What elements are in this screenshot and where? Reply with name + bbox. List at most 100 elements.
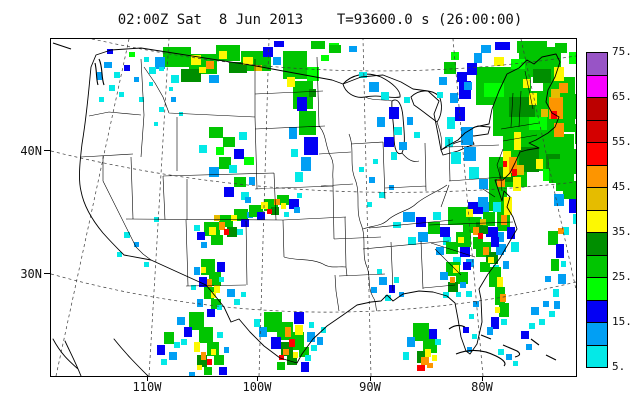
radar-echo-cell [217, 332, 223, 338]
radar-echo-cell [197, 299, 203, 307]
radar-echo-cell [114, 72, 120, 78]
radar-echo-cell [159, 107, 164, 112]
radar-echo-cell [149, 67, 156, 74]
radar-echo-cell [456, 292, 461, 297]
radar-echo-cell [446, 242, 458, 254]
radar-echo-cell [551, 111, 557, 119]
radar-echo-cell [529, 117, 547, 130]
radar-echo-cell [439, 77, 447, 85]
radar-echo-cell [261, 202, 268, 209]
radar-echo-cell [529, 93, 537, 105]
radar-echo-cell [377, 117, 385, 127]
radar-echo-cell [134, 77, 139, 82]
radar-echo-cell [501, 215, 507, 225]
radar-echo-cell [245, 197, 251, 203]
radar-echo-cell [244, 157, 254, 165]
radar-echo-cell [444, 62, 456, 74]
radar-echo-cell [305, 355, 311, 361]
radar-echo-cell [556, 244, 564, 258]
xaxis-tick-100w [257, 376, 258, 381]
radar-echo-cell [561, 261, 566, 267]
radar-echo-cell [451, 52, 459, 60]
radar-echo-cell [523, 79, 530, 88]
radar-echo-cell [157, 345, 165, 355]
radar-echo-cell [369, 82, 379, 92]
radar-echo-cell [498, 349, 504, 355]
radar-echo-cell [399, 142, 407, 150]
radar-echo-cell [549, 311, 555, 317]
radar-echo-cell [389, 107, 399, 119]
radar-echo-cell [299, 111, 316, 135]
radar-echo-cell [177, 317, 185, 325]
radar-echo-cell [237, 229, 243, 235]
radar-echo-cell [321, 327, 326, 333]
conus-radar-map [51, 39, 576, 376]
radar-echo-cell [209, 227, 216, 235]
radar-echo-cell [211, 235, 223, 245]
radar-echo-cell [481, 45, 491, 53]
radar-echo-cell [271, 337, 281, 349]
radar-echo-cell [169, 352, 177, 360]
radar-echo-cell [219, 157, 231, 169]
radar-echo-cell [311, 345, 317, 351]
state-boundaries [80, 56, 540, 312]
radar-echo-cell [277, 195, 289, 205]
radar-echo-cell [214, 215, 220, 221]
radar-echo-cell [379, 192, 385, 198]
radar-echo-cell [407, 337, 415, 347]
radar-echo-cell [223, 137, 235, 147]
puget-sound-vancouver [52, 42, 105, 86]
radar-echo-cell [287, 355, 297, 365]
radar-echo-cell [497, 179, 505, 189]
radar-echo-cell [163, 47, 191, 67]
radar-echo-cell [291, 149, 298, 157]
radar-echo-cell [171, 97, 176, 102]
radar-echo-cell [174, 342, 180, 348]
radar-echo-cell [199, 145, 207, 153]
radar-echo-cell [219, 367, 227, 375]
colorbar-label: 25. [612, 270, 632, 283]
radar-echo-cell [254, 319, 260, 327]
radar-echo-cell [513, 361, 518, 366]
radar-echo-cell [201, 267, 206, 273]
radar-echo-cell [407, 117, 413, 125]
radar-echo-cell [287, 77, 295, 87]
xaxis-tick-90w [370, 376, 371, 381]
radar-echo-cell [513, 177, 521, 191]
radar-echo-cell [433, 212, 441, 220]
radar-echo-cell [224, 229, 229, 235]
radar-echo-cell [435, 339, 441, 345]
radar-echo-cell [144, 57, 149, 62]
radar-echo-cell [507, 227, 515, 239]
radar-echo-cell [369, 177, 375, 183]
radar-echo-cell [155, 57, 165, 69]
radar-echo-cell [179, 112, 183, 116]
radar-echo-cell [214, 285, 220, 293]
radar-echo-cell [467, 347, 472, 352]
radar-echo-cell [569, 199, 576, 213]
radar-echo-cell [359, 72, 367, 78]
radar-echo-cell [224, 347, 229, 353]
cuba-bahamas-islands [448, 324, 557, 367]
colorbar-cell [586, 344, 608, 368]
radar-echo-cell [263, 47, 273, 57]
colorbar-label: 45. [612, 180, 632, 193]
radar-echo-cell [447, 117, 455, 129]
radar-echo-cell [496, 247, 504, 255]
radar-echo-cell [349, 46, 357, 52]
radar-echo-cell [529, 323, 535, 329]
radar-echo-cell [554, 67, 564, 81]
radar-echo-cell [164, 332, 174, 344]
colorbar-cell [586, 164, 608, 188]
radar-echo-cell [199, 67, 206, 73]
radar-echo-cell [289, 199, 299, 209]
radar-echo-cell [216, 147, 224, 155]
colorbar-cell [586, 142, 608, 166]
radar-echo-cell [295, 172, 303, 182]
radar-echo-cell [359, 167, 364, 172]
radar-echo-cell [206, 61, 214, 69]
radar-echo-cell [416, 217, 426, 227]
radar-echo-cell [493, 202, 501, 212]
radar-echo-cell [117, 252, 122, 257]
radar-echo-cell [234, 209, 248, 221]
